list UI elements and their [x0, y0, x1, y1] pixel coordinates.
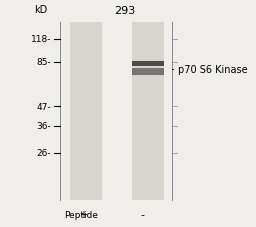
Text: 118-: 118-	[31, 35, 51, 44]
Bar	[70, 23, 102, 200]
Bar	[132, 23, 164, 200]
Text: 293: 293	[115, 6, 136, 16]
Text: Peptide: Peptide	[64, 210, 98, 219]
Text: 36-: 36-	[37, 121, 51, 131]
Text: 85-: 85-	[37, 58, 51, 67]
Text: +: +	[79, 210, 87, 220]
Text: 26-: 26-	[37, 149, 51, 158]
Bar	[132, 69, 164, 75]
Text: p70 S6 Kinase: p70 S6 Kinase	[178, 64, 248, 74]
Text: kD: kD	[34, 5, 48, 15]
Text: 47-: 47-	[37, 102, 51, 111]
Bar	[132, 62, 164, 67]
Text: -: -	[141, 210, 145, 220]
